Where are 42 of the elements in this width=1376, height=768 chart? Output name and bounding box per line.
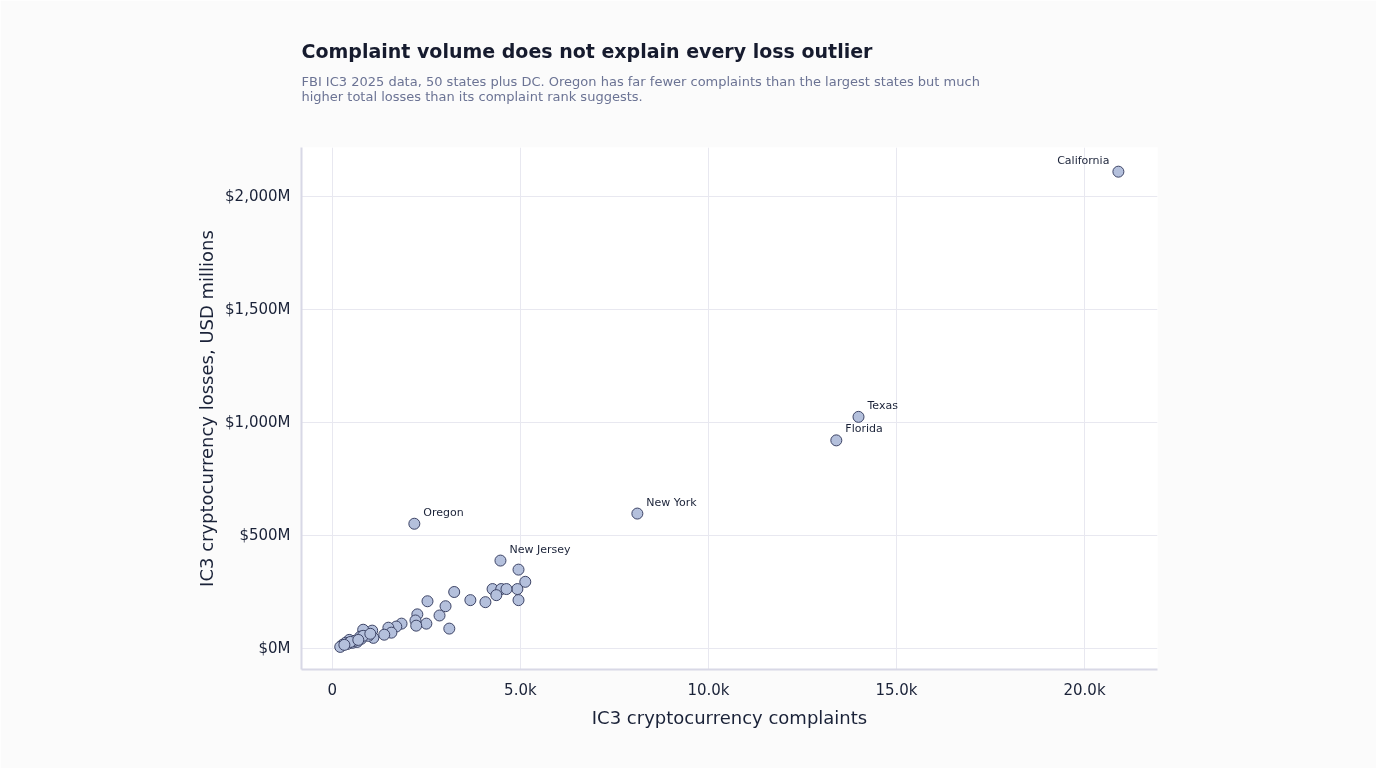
- point: [420, 617, 433, 630]
- point: [500, 583, 513, 596]
- point: [433, 609, 446, 622]
- point: [490, 589, 503, 602]
- point: [378, 628, 391, 641]
- annotation: Florida: [845, 422, 883, 436]
- point: [512, 563, 525, 576]
- x-tick-label: 15.0k: [875, 680, 918, 699]
- chart-subtitle: FBI IC3 2025 data, 50 states plus DC. Oregon has far fewer complaints than the largest states but much higher total losses than its complaint rank suggests.: [301, 73, 980, 104]
- point: [408, 517, 421, 530]
- chart-title: Complaint volume does not explain every loss outlier: [301, 39, 874, 62]
- point: [631, 507, 644, 520]
- x-axis-title: IC3 cryptocurrency complaints: [591, 706, 868, 728]
- point: [1112, 165, 1125, 178]
- point: [448, 586, 461, 598]
- x-tick-label: 0: [327, 680, 338, 699]
- point: [421, 595, 434, 608]
- y-tick-label: $1,500M: [225, 300, 291, 319]
- point: [443, 622, 456, 635]
- point: [830, 434, 843, 447]
- point: [410, 619, 423, 632]
- y-tick-label: $1,000M: [225, 413, 291, 432]
- x-tick-label: 20.0k: [1063, 680, 1106, 699]
- point: [852, 410, 865, 423]
- y-axis-title: IC3 cryptocurrency losses, USD millions: [196, 230, 218, 587]
- point: [511, 583, 524, 596]
- point: [439, 600, 452, 613]
- y-tick-label: $2,000M: [225, 187, 291, 206]
- point: [464, 594, 477, 607]
- x-tick-label: 5.0k: [504, 680, 537, 699]
- point: [519, 575, 532, 588]
- annotation: California: [1057, 153, 1110, 167]
- annotation: New York: [646, 495, 698, 509]
- point: [512, 594, 525, 607]
- annotation: New Jersey: [509, 542, 571, 556]
- annotation: Texas: [866, 398, 899, 412]
- point: [479, 596, 492, 609]
- y-tick-label: $0M: [258, 639, 291, 658]
- point: [494, 554, 507, 567]
- x-tick-label: 10.0k: [687, 680, 730, 699]
- y-tick-label: $500M: [239, 526, 291, 545]
- annotation: Oregon: [423, 505, 464, 519]
